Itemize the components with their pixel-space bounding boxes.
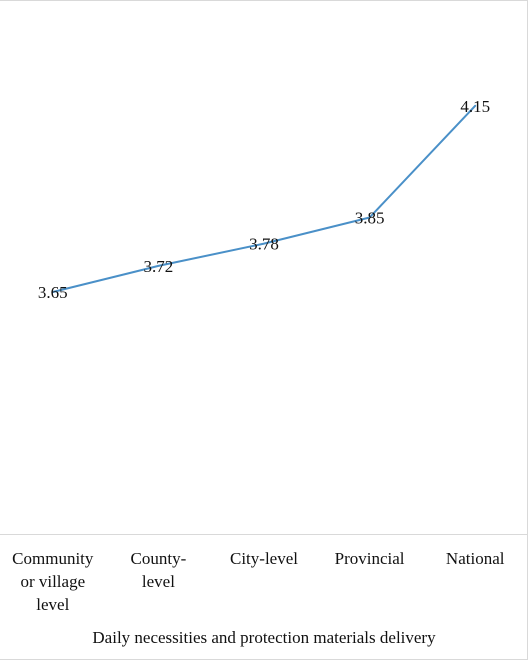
x-tick-label: Provincial (335, 549, 405, 568)
x-tick-label: National (446, 549, 505, 568)
x-tick-label: Community or village level (12, 549, 94, 614)
x-tick-label: County-level (131, 549, 187, 591)
data-label: 3.72 (144, 257, 174, 276)
x-tick-label: City-level (230, 549, 298, 568)
data-label: 3.78 (249, 235, 279, 254)
series-line-group (51, 104, 477, 293)
x-axis-title: Daily necessities and protection materia… (92, 628, 436, 647)
data-label-group: 3.65 3.72 3.78 3.85 4.15 (38, 97, 490, 302)
series-line (51, 104, 477, 293)
data-label: 3.65 (38, 283, 68, 302)
x-tick-label-group: Community or village level County-level City… (12, 549, 505, 614)
data-label: 3.85 (355, 209, 385, 228)
data-label: 4.15 (460, 97, 490, 116)
